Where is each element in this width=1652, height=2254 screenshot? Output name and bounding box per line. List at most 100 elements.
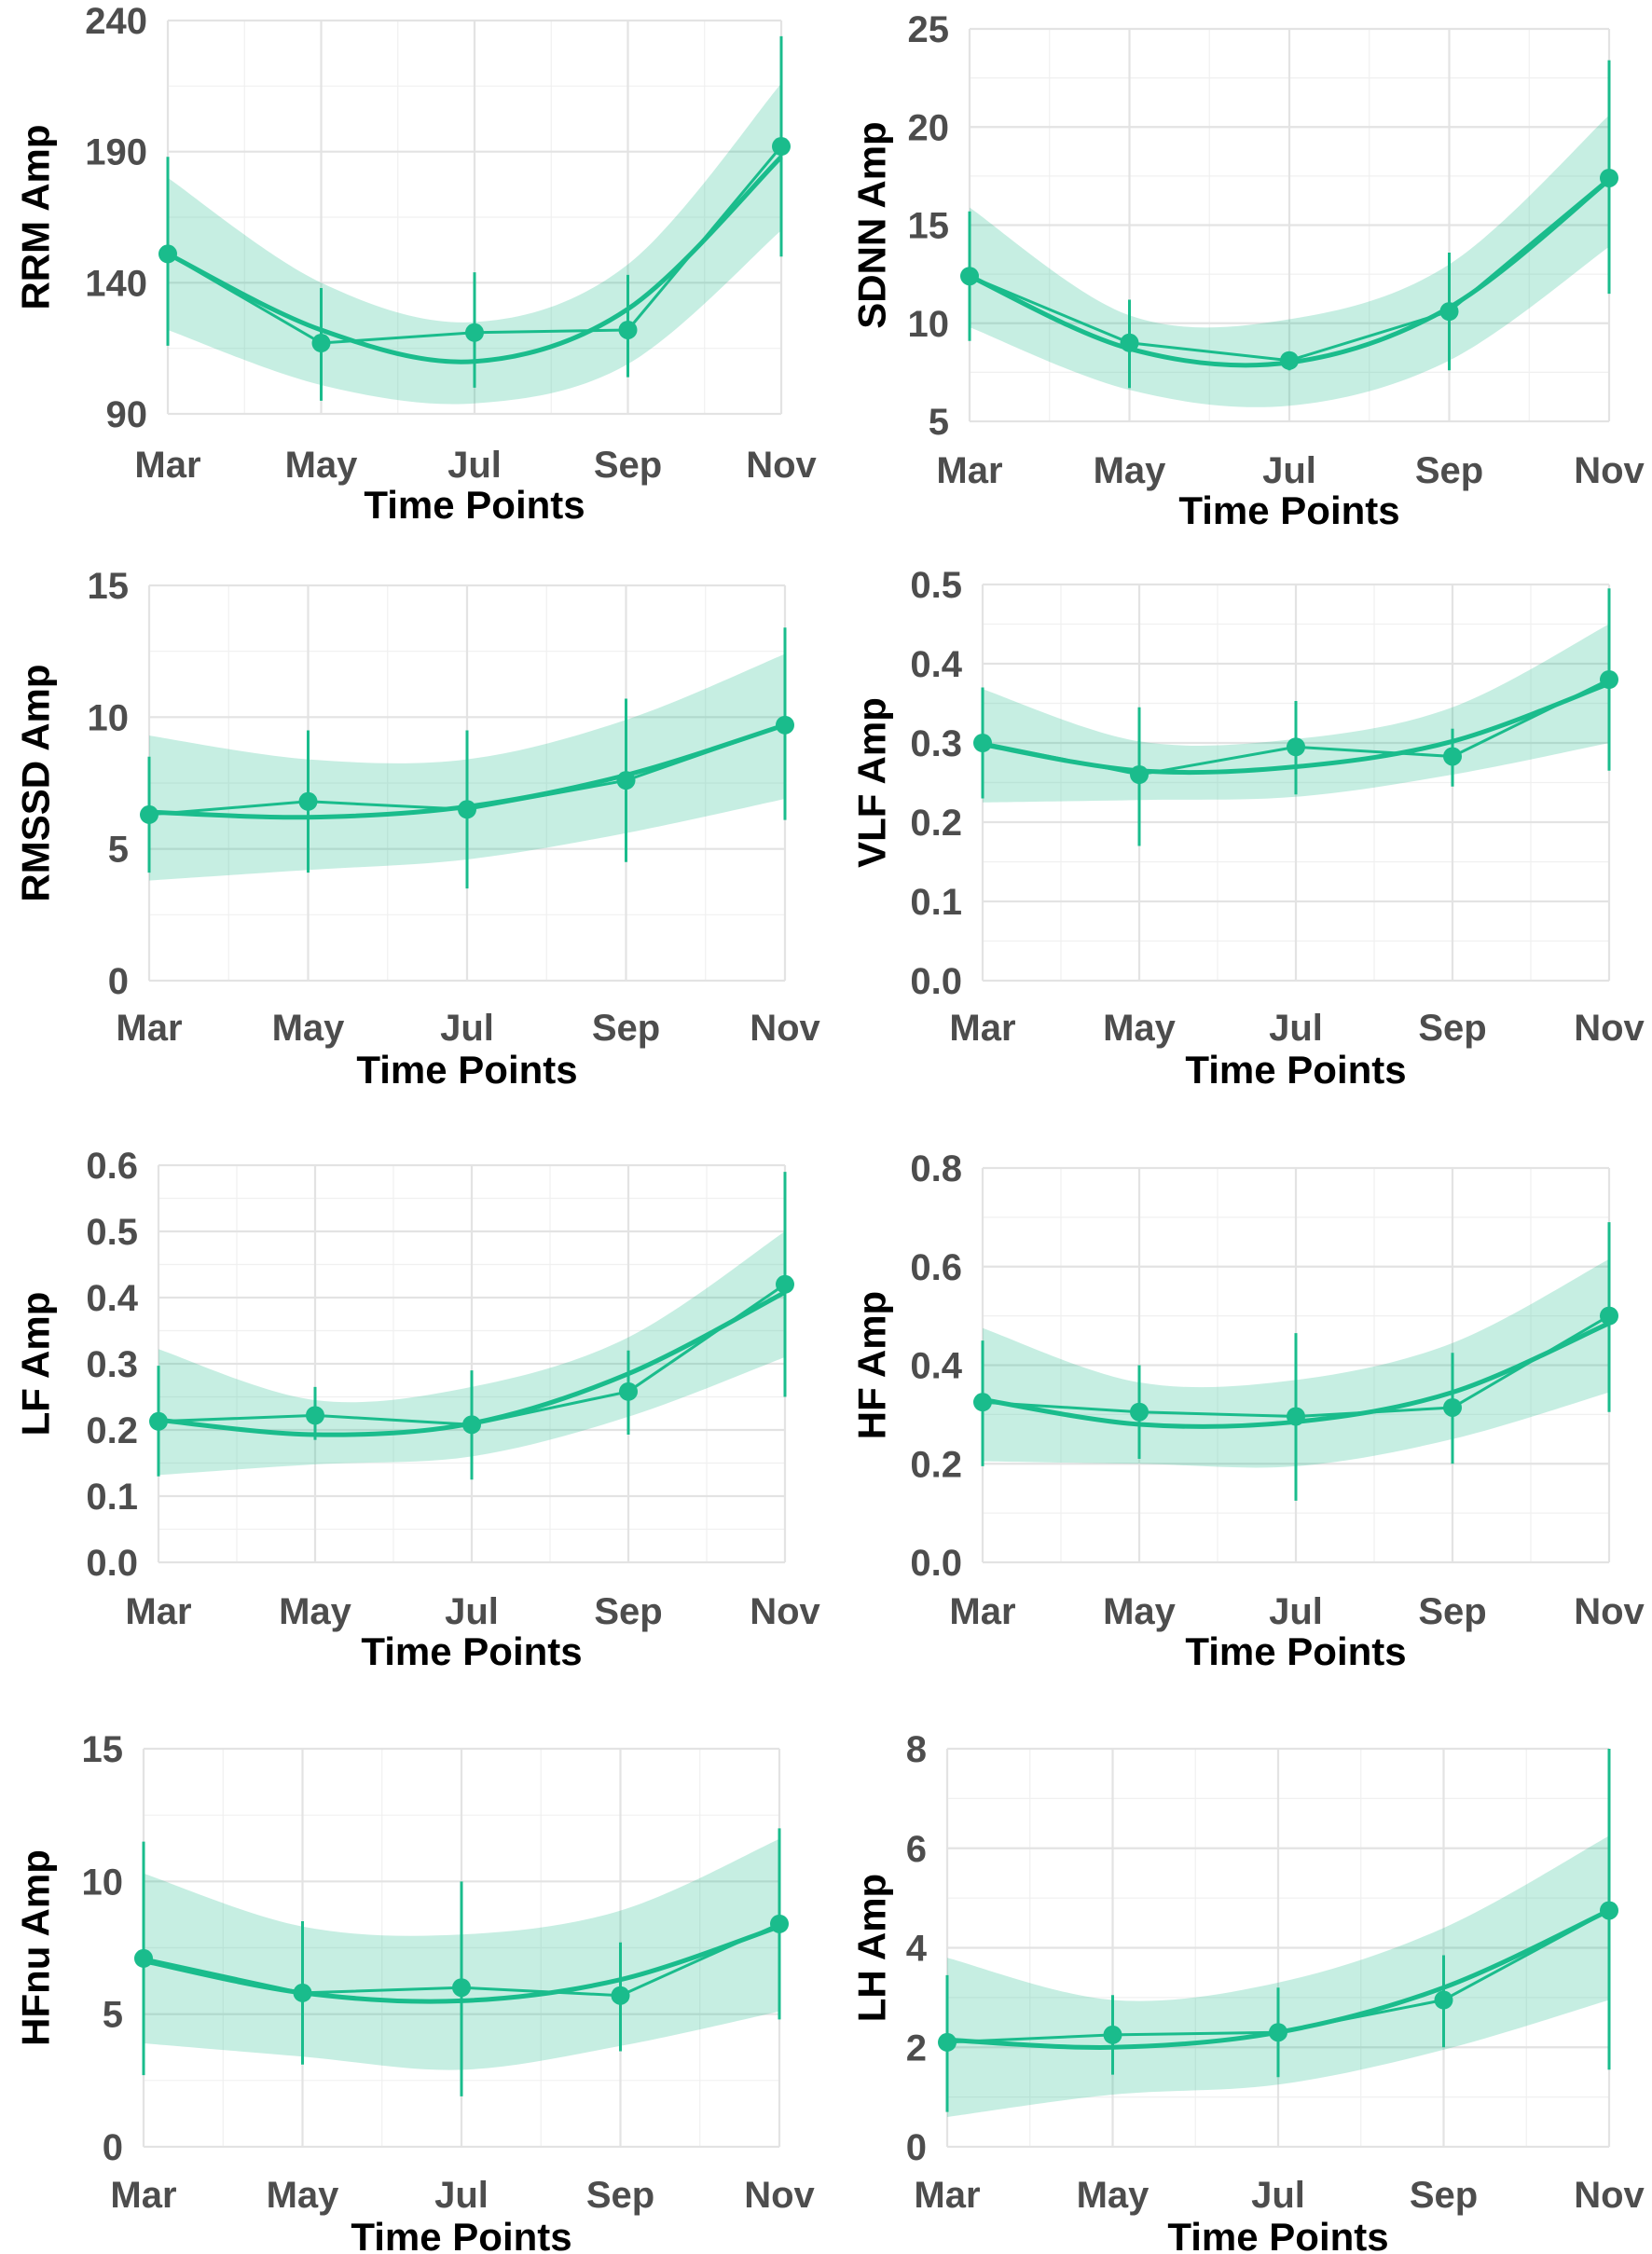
y-axis-title: LH Amp: [850, 1874, 894, 2022]
x-axis-title: Time Points: [361, 1629, 582, 1673]
y-tick-label: 10: [908, 304, 950, 345]
x-tick-label: Nov: [1574, 450, 1645, 491]
x-tick-label: Mar: [949, 1591, 1015, 1632]
x-tick-label: Nov: [1574, 2175, 1645, 2216]
panel-lf-amp: 0.0 0.1 0.2 0.3 0.4 0.5 0.6 Mar May Jul Sep Nov Time…: [14, 1146, 821, 1673]
y-axis-title: HF Amp: [850, 1291, 894, 1439]
data-point: [1287, 737, 1305, 757]
x-tick-label: Jul: [1269, 1008, 1323, 1049]
y-tick-label: 0.3: [910, 723, 962, 764]
y-tick-label: 0.8: [910, 1148, 962, 1189]
x-tick-label: May: [272, 1008, 346, 1049]
y-tick-label: 0: [108, 961, 129, 1002]
gridlines: [981, 583, 1611, 983]
x-tick-label: Sep: [1410, 2175, 1478, 2216]
x-tick-label: May: [1103, 1008, 1177, 1049]
x-tick-label: May: [267, 2175, 340, 2216]
panel-rrm-amp: 90 140 190 240 Mar May Jul Sep Nov Time Points RRM…: [14, 1, 818, 527]
data-point: [1130, 1402, 1149, 1422]
y-tick-label: 0.2: [86, 1410, 138, 1451]
x-tick-label: Nov: [1574, 1008, 1645, 1049]
y-tick-label: 0.0: [910, 961, 962, 1002]
x-tick-label: May: [1094, 450, 1167, 491]
x-tick-label: Sep: [594, 445, 662, 486]
panel-hfnu-amp: 0 5 10 15 Mar May Jul Sep Nov Time Points HFnu Amp: [14, 1729, 816, 2254]
x-tick-label: May: [279, 1591, 352, 1632]
y-axis-title: SDNN Amp: [850, 121, 894, 328]
y-tick-label: 0.2: [910, 803, 962, 844]
x-tick-label: Nov: [1574, 1591, 1645, 1632]
y-tick-label: 0.3: [86, 1344, 138, 1385]
x-tick-label: Sep: [586, 2175, 654, 2216]
y-axis-title: HFnu Amp: [14, 1849, 58, 2046]
y-tick-label: 4: [906, 1929, 928, 1970]
data-point: [1600, 1901, 1618, 1920]
x-tick-label: Sep: [594, 1591, 662, 1632]
y-tick-label: 0: [906, 2127, 927, 2168]
y-axis-title: RMSSD Amp: [14, 664, 58, 901]
x-tick-label: Jul: [447, 445, 502, 486]
y-tick-label: 5: [929, 402, 949, 443]
data-point: [1439, 302, 1459, 322]
x-tick-label: Nov: [750, 1591, 820, 1632]
data-point: [1600, 168, 1618, 187]
panel-sdnn-amp: 5 10 15 20 25 Mar May Jul Sep Nov Time Points SDNN …: [850, 9, 1645, 532]
data-point: [1434, 1990, 1453, 2010]
y-tick-label: 90: [106, 394, 148, 435]
x-tick-label: Mar: [949, 1008, 1015, 1049]
y-tick-label: 0.1: [86, 1477, 138, 1518]
x-tick-label: Jul: [1262, 450, 1316, 491]
panel-lh-amp: 0 2 4 6 8 Mar May Jul Sep Nov Time Points LH Amp: [850, 1729, 1645, 2254]
y-tick-label: 0.4: [910, 644, 962, 685]
data-point: [618, 320, 638, 339]
x-tick-label: Mar: [936, 450, 1002, 491]
data-point: [134, 1948, 153, 1968]
y-tick-label: 0.1: [910, 882, 962, 923]
data-point: [619, 1381, 638, 1401]
trend-line: [982, 680, 1610, 776]
x-axis-title: Time Points: [351, 2215, 571, 2254]
data-point: [311, 334, 331, 353]
y-tick-label: 0.5: [86, 1212, 138, 1253]
y-tick-label: 15: [908, 206, 950, 247]
x-tick-label: Nov: [746, 445, 817, 486]
y-tick-label: 0.0: [86, 1543, 138, 1584]
panel-vlf-amp: 0.0 0.1 0.2 0.3 0.4 0.5 Mar May Jul Sep Nov Time Po…: [850, 565, 1645, 1092]
data-point: [611, 1986, 630, 2005]
data-point: [772, 137, 791, 157]
data-point: [973, 1393, 992, 1412]
data-point: [293, 1983, 312, 2002]
data-point: [1287, 1407, 1305, 1426]
y-axis-title: LF Amp: [14, 1292, 58, 1436]
x-tick-label: Nov: [750, 1008, 820, 1049]
data-point: [458, 800, 476, 819]
data-point: [960, 267, 979, 286]
data-point: [298, 791, 318, 811]
data-point: [306, 1406, 324, 1425]
x-tick-label: Mar: [134, 445, 200, 486]
y-tick-label: 0.6: [86, 1146, 138, 1187]
y-tick-label: 20: [908, 107, 950, 148]
data-point: [973, 734, 992, 752]
trend-line: [143, 1924, 780, 2004]
x-tick-label: Sep: [1418, 1008, 1486, 1049]
y-tick-label: 25: [908, 9, 950, 50]
x-tick-label: Jul: [445, 1591, 499, 1632]
x-tick-label: Mar: [125, 1591, 191, 1632]
y-tick-label: 140: [85, 263, 147, 304]
data-point: [1443, 747, 1462, 766]
x-tick-label: May: [1103, 1591, 1177, 1632]
x-tick-label: Jul: [1269, 1591, 1323, 1632]
data-point: [465, 323, 484, 342]
data-point: [1103, 2025, 1122, 2044]
y-tick-label: 5: [103, 1995, 123, 2036]
data-point: [158, 244, 177, 264]
data-point: [770, 1914, 789, 1933]
x-tick-label: Mar: [914, 2175, 980, 2216]
data-point: [452, 1978, 471, 1998]
x-tick-label: Jul: [1251, 2175, 1305, 2216]
data-point: [1120, 333, 1139, 352]
x-axis-title: Time Points: [1178, 488, 1399, 532]
x-axis-title: Time Points: [356, 1048, 577, 1092]
